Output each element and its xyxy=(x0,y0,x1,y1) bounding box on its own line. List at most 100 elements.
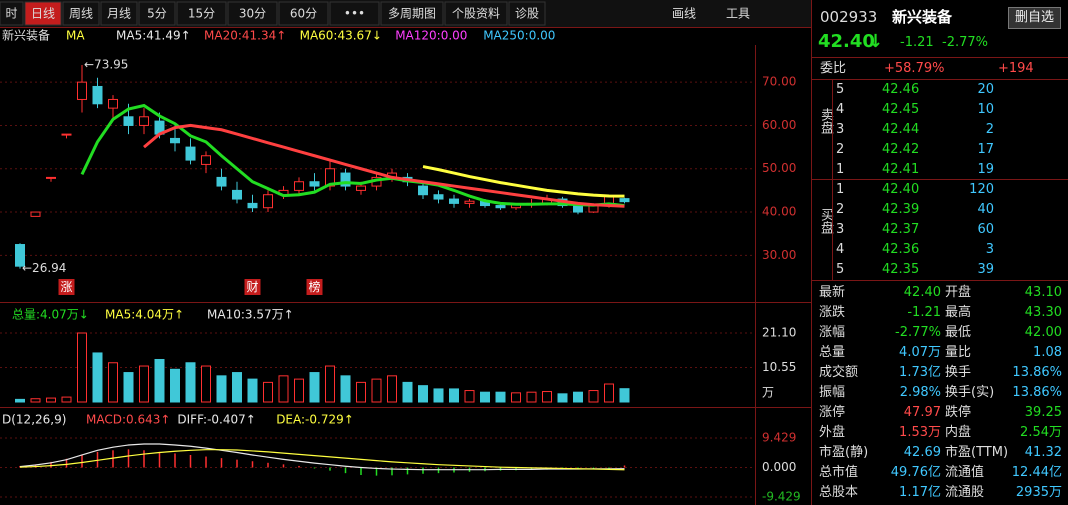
candle-body xyxy=(495,205,506,209)
candle-body xyxy=(418,185,428,196)
divider xyxy=(812,280,1068,281)
stat-value: 1.53万 xyxy=(899,425,941,440)
candle-body xyxy=(464,200,475,204)
tab[interactable]: ••• xyxy=(329,1,380,26)
stat-label: 跌停 xyxy=(945,405,972,420)
stock-name: 新兴装备 xyxy=(892,8,953,26)
level-index: 2 xyxy=(836,142,845,157)
tab[interactable]: 15分 xyxy=(176,1,227,26)
tab[interactable]: 诊股 xyxy=(508,1,546,26)
v-divider xyxy=(832,80,833,280)
candle-body xyxy=(170,137,180,144)
stat-label: 涨跌 xyxy=(819,305,846,320)
volume-bar xyxy=(588,390,599,403)
tab-label: ••• xyxy=(344,7,365,21)
stat-label: 流通股 xyxy=(945,485,985,500)
volume-bar xyxy=(92,352,103,403)
volume-bar xyxy=(340,375,351,403)
watchlist-button[interactable]: 删自选 xyxy=(1008,7,1062,29)
y-tick-label: 70.00 xyxy=(762,75,796,89)
stock-code: 002933 xyxy=(820,8,878,26)
tab-bg xyxy=(62,1,100,26)
candle-body xyxy=(325,168,335,187)
stat-value: 1.17亿 xyxy=(899,485,941,500)
candle-body xyxy=(15,244,25,267)
tab[interactable]: 时 xyxy=(0,1,24,26)
volume-unit: 万 xyxy=(762,386,774,400)
level-volume: 19 xyxy=(977,162,994,177)
level-price: 42.46 xyxy=(882,82,920,97)
line-series xyxy=(422,165,625,198)
volume-bar xyxy=(263,381,273,403)
tab[interactable]: 周线 xyxy=(62,1,100,26)
y-tick-label: 9.429 xyxy=(762,431,796,445)
y-tick-label: -9.429 xyxy=(762,490,801,504)
volume-legend: 总量:4.07万↓ xyxy=(12,308,89,322)
indicator-name: MA xyxy=(66,29,85,43)
stat-label: 内盘 xyxy=(945,425,972,440)
tab-bg xyxy=(24,1,62,26)
macd-legend: DIFF:-0.407↑ xyxy=(177,413,255,427)
stat-value: 1.08 xyxy=(1033,345,1062,360)
event-marker-bg xyxy=(58,279,75,295)
tab-bg xyxy=(380,1,444,26)
tab-label: 多周期图 xyxy=(388,7,436,21)
tab[interactable]: 5分 xyxy=(138,1,176,26)
level-price: 42.37 xyxy=(882,222,920,237)
tab[interactable]: 个股资料 xyxy=(444,1,508,26)
volume-bar xyxy=(232,372,242,403)
volume-bar xyxy=(123,372,134,403)
stat-label: 总股本 xyxy=(819,485,859,500)
volume-bar xyxy=(387,375,397,403)
event-marker: 涨 xyxy=(60,279,72,294)
quote-panel: 002933 新兴装备 删自选 42.40 ↓ -1.21 -2.77% 委比 +58.79% +… xyxy=(812,0,1068,505)
stock-label: 新兴装备 xyxy=(2,28,50,43)
ratio-value: +58.79% xyxy=(884,61,945,76)
tool-button: 画线 xyxy=(672,7,696,21)
candle-body xyxy=(77,81,87,100)
stat-value: 2935万 xyxy=(1015,485,1062,500)
price-annotation: ←26.94 xyxy=(22,261,66,275)
stat-label: 总市值 xyxy=(819,465,859,480)
volume-bar xyxy=(449,388,459,403)
stat-label: 涨幅 xyxy=(819,325,846,340)
divider xyxy=(812,79,1068,80)
level-index: 4 xyxy=(836,242,845,257)
level-price: 42.35 xyxy=(882,262,920,277)
tab-bg xyxy=(508,1,546,26)
stat-label: 开盘 xyxy=(945,285,972,300)
volume-bar xyxy=(480,391,490,403)
tab[interactable]: 多周期图 xyxy=(380,1,444,26)
candle-body xyxy=(340,172,351,187)
tab-label: 日线 xyxy=(31,7,55,21)
stat-value: 2.98% xyxy=(899,385,941,400)
tab[interactable]: 60分 xyxy=(278,1,329,26)
volume-bar xyxy=(77,332,87,403)
tab-label: 时 xyxy=(5,7,17,21)
level-index: 3 xyxy=(836,122,845,137)
tab-label: 60分 xyxy=(290,7,317,21)
ma-legend: MA120:0.00 xyxy=(395,29,467,43)
volume-bar xyxy=(464,390,475,403)
level-price: 42.44 xyxy=(882,122,920,137)
level-volume: 39 xyxy=(977,262,994,277)
candle-body xyxy=(61,133,72,136)
ma-legend: MA5:41.49↑ xyxy=(116,29,191,43)
volume-bar xyxy=(108,362,118,403)
volume-bar xyxy=(61,396,72,403)
level-volume: 10 xyxy=(977,102,994,117)
tab-label: 月线 xyxy=(107,7,131,21)
tab[interactable]: 30分 xyxy=(227,1,278,26)
volume-bar xyxy=(294,378,304,403)
volume-bar xyxy=(154,358,165,403)
candle-body xyxy=(356,185,366,191)
volume-bar xyxy=(247,378,258,403)
level-price: 42.42 xyxy=(882,142,920,157)
tab[interactable]: 日线 xyxy=(24,1,62,26)
tab[interactable]: 月线 xyxy=(100,1,138,26)
candle-body xyxy=(139,116,149,126)
stat-value: 41.32 xyxy=(1024,445,1062,460)
stat-value: 2.54万 xyxy=(1020,425,1062,440)
chart-area: 时日线 周线 月线 5分 15分 30分 60分 ••• 多周期图 个股资料 诊股 画线 工具新兴装备 M… xyxy=(0,0,812,505)
